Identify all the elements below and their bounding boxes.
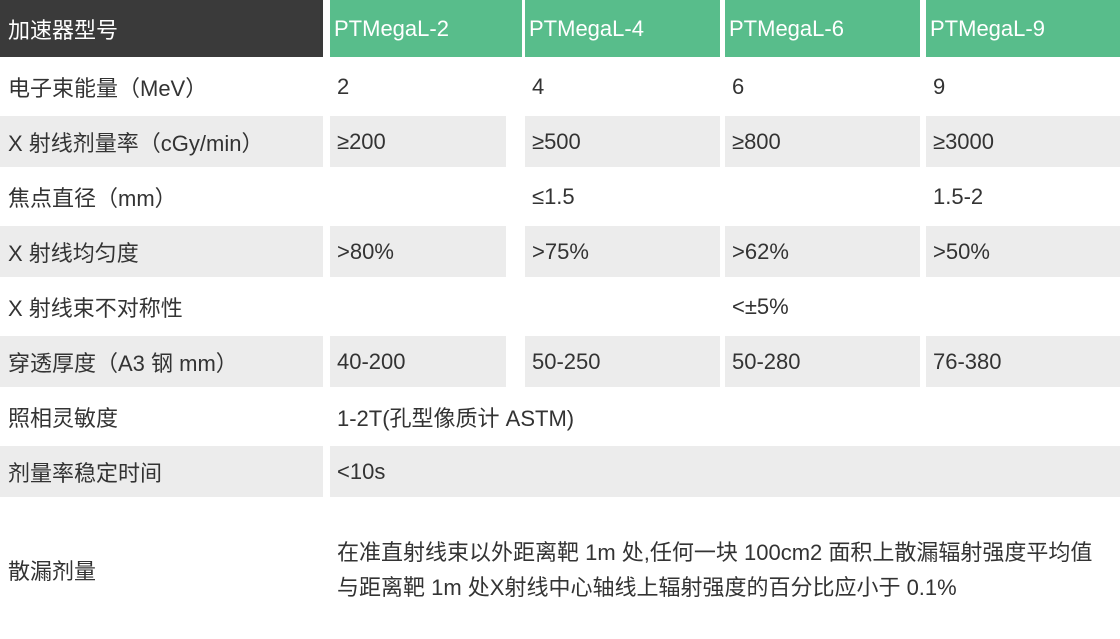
- column-header-ptmegal-4: PTMegaL-4: [525, 0, 725, 61]
- row-label: 散漏剂量: [0, 501, 330, 639]
- table-row-penetration: 穿透厚度（A3 钢 mm） 40-200 50-250 50-280 76-38…: [0, 336, 1120, 391]
- table-row-stabilization-time: 剂量率稳定时间 <10s: [0, 446, 1120, 501]
- cell-value: 2: [330, 61, 525, 116]
- cell-value-span: <10s: [330, 446, 1120, 501]
- cell-value: ≥500: [525, 116, 725, 171]
- cell-value: [725, 171, 926, 226]
- table-row-focal-spot: 焦点直径（mm） ≤1.5 1.5-2: [0, 171, 1120, 226]
- cell-value: ≥800: [725, 116, 926, 171]
- row-label: 剂量率稳定时间: [0, 446, 330, 501]
- cell-value: [525, 281, 725, 336]
- row-label: 电子束能量（MeV）: [0, 61, 330, 116]
- cell-value: 9: [926, 61, 1120, 116]
- table-row-electron-energy: 电子束能量（MeV） 2 4 6 9: [0, 61, 1120, 116]
- cell-value: 50-280: [725, 336, 926, 391]
- table-row-uniformity: X 射线均匀度 >80% >75% >62% >50%: [0, 226, 1120, 281]
- cell-value: ≤1.5: [525, 171, 725, 226]
- table-row-sensitivity: 照相灵敏度 1-2T(孔型像质计 ASTM): [0, 391, 1120, 446]
- column-header-ptmegal-6: PTMegaL-6: [725, 0, 926, 61]
- cell-value: >50%: [926, 226, 1120, 281]
- row-label: X 射线剂量率（cGy/min）: [0, 116, 330, 171]
- table-row-asymmetry: X 射线束不对称性 <±5%: [0, 281, 1120, 336]
- table-row-dose-rate: X 射线剂量率（cGy/min） ≥200 ≥500 ≥800 ≥3000: [0, 116, 1120, 171]
- header-row-label: 加速器型号: [0, 0, 330, 61]
- cell-value: [926, 281, 1120, 336]
- row-label: 照相灵敏度: [0, 391, 330, 446]
- row-label: 焦点直径（mm）: [0, 171, 330, 226]
- cell-value: >75%: [525, 226, 725, 281]
- cell-value: 76-380: [926, 336, 1120, 391]
- table-header-row: 加速器型号 PTMegaL-2 PTMegaL-4 PTMegaL-6 PTMe…: [0, 0, 1120, 61]
- cell-value: [330, 281, 525, 336]
- cell-value: ≥3000: [926, 116, 1120, 171]
- cell-value: 40-200: [330, 336, 525, 391]
- row-label: 穿透厚度（A3 钢 mm）: [0, 336, 330, 391]
- column-header-ptmegal-2: PTMegaL-2: [330, 0, 525, 61]
- cell-value: >62%: [725, 226, 926, 281]
- cell-value: 6: [725, 61, 926, 116]
- cell-value: <±5%: [725, 281, 926, 336]
- cell-value: >80%: [330, 226, 525, 281]
- table-row-leakage-dose: 散漏剂量 在准直射线束以外距离靶 1m 处,任何一块 100cm2 面积上散漏辐…: [0, 501, 1120, 639]
- cell-value: ≥200: [330, 116, 525, 171]
- column-header-ptmegal-9: PTMegaL-9: [926, 0, 1120, 61]
- cell-value: 1.5-2: [926, 171, 1120, 226]
- cell-value-span: 在准直射线束以外距离靶 1m 处,任何一块 100cm2 面积上散漏辐射强度平均…: [337, 540, 1093, 600]
- cell-value: 4: [525, 61, 725, 116]
- row-label: X 射线均匀度: [0, 226, 330, 281]
- cell-value-span: 1-2T(孔型像质计 ASTM): [330, 391, 1120, 446]
- cell-value: [330, 171, 525, 226]
- cell-value: 50-250: [525, 336, 725, 391]
- row-label: X 射线束不对称性: [0, 281, 330, 336]
